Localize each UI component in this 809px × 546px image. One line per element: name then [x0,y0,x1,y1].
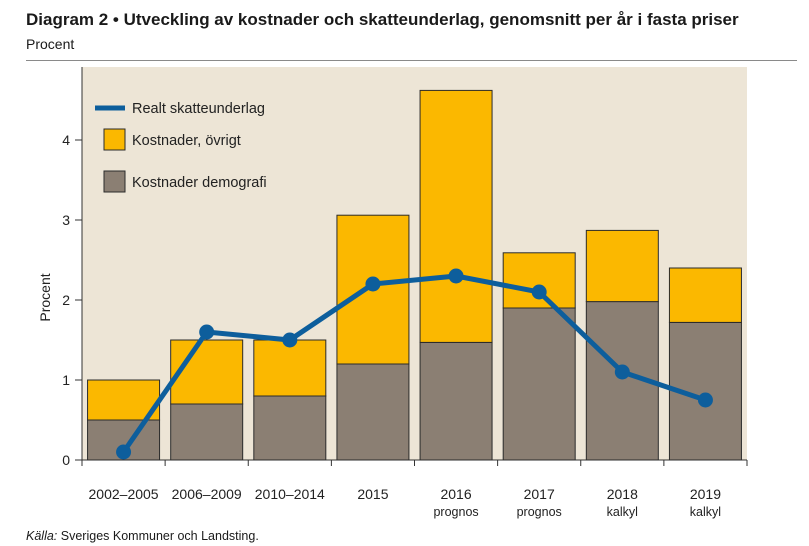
x-tick-sublabel: kalkyl [690,505,721,519]
legend-swatch-demografi [103,170,126,193]
bar-kostnader-demografi [253,395,327,461]
bar-kostnader-ovrigt [253,339,327,397]
x-tick-label: 2018 [607,486,638,502]
point-realt-skatteunderlag [199,324,215,340]
y-tick-label: 3 [62,212,70,228]
bar-kostnader-ovrigt [502,252,576,309]
y-tick-label: 1 [62,372,70,388]
bar-kostnader-demografi [170,403,244,461]
x-tick-label: 2017 [524,486,555,502]
bar-kostnader-ovrigt [668,267,742,323]
title-divider [26,60,797,61]
x-tick-sublabel: prognos [433,505,478,519]
bar-kostnader-ovrigt [170,339,244,405]
source-label: Källa: [26,529,58,543]
bar-kostnader-demografi [502,307,576,461]
bar-kostnader-demografi [336,363,410,461]
point-realt-skatteunderlag [448,268,464,284]
x-tick-label: 2002–2005 [89,486,159,502]
legend-label: Kostnader demografi [132,175,267,191]
point-realt-skatteunderlag [531,284,547,300]
x-tick-sublabel: kalkyl [607,505,638,519]
chart-title: Diagram 2 • Utveckling av kostnader och … [26,10,739,29]
x-tick-label: 2006–2009 [172,486,242,502]
source-note: Källa: Sveriges Kommuner och Landsting. [26,529,259,543]
y-tick-label: 0 [62,452,70,468]
stacked-bar-line-chart: 0 1 2 3 4 Procent 2002–2005 2006–2009 2010–2014 2… [37,67,748,519]
x-tick-label: 2010–2014 [255,486,325,502]
bar-kostnader-demografi [419,341,493,461]
point-realt-skatteunderlag [365,276,381,292]
legend-swatch-ovrigt [103,128,126,151]
bar-kostnader-ovrigt [419,89,493,343]
y-tick-label: 2 [62,292,70,308]
legend-label: Kostnader, övrigt [132,133,241,149]
x-tick-label: 2015 [357,486,388,502]
y-tick-label: 4 [62,132,70,148]
point-realt-skatteunderlag [116,444,132,460]
chart-subtitle: Procent [26,36,75,52]
x-tick-label: 2016 [440,486,471,502]
line-realt-skatteunderlag [121,273,707,454]
source-text: Sveriges Kommuner och Landsting. [60,529,259,543]
point-realt-skatteunderlag [614,364,630,380]
x-tick-label: 2019 [690,486,721,502]
point-realt-skatteunderlag [697,392,713,408]
legend-label: Realt skatteunderlag [132,101,265,117]
y-axis-title: Procent [37,273,53,321]
bar-kostnader-ovrigt [585,229,659,303]
x-tick-sublabel: prognos [517,505,562,519]
point-realt-skatteunderlag [282,332,298,348]
